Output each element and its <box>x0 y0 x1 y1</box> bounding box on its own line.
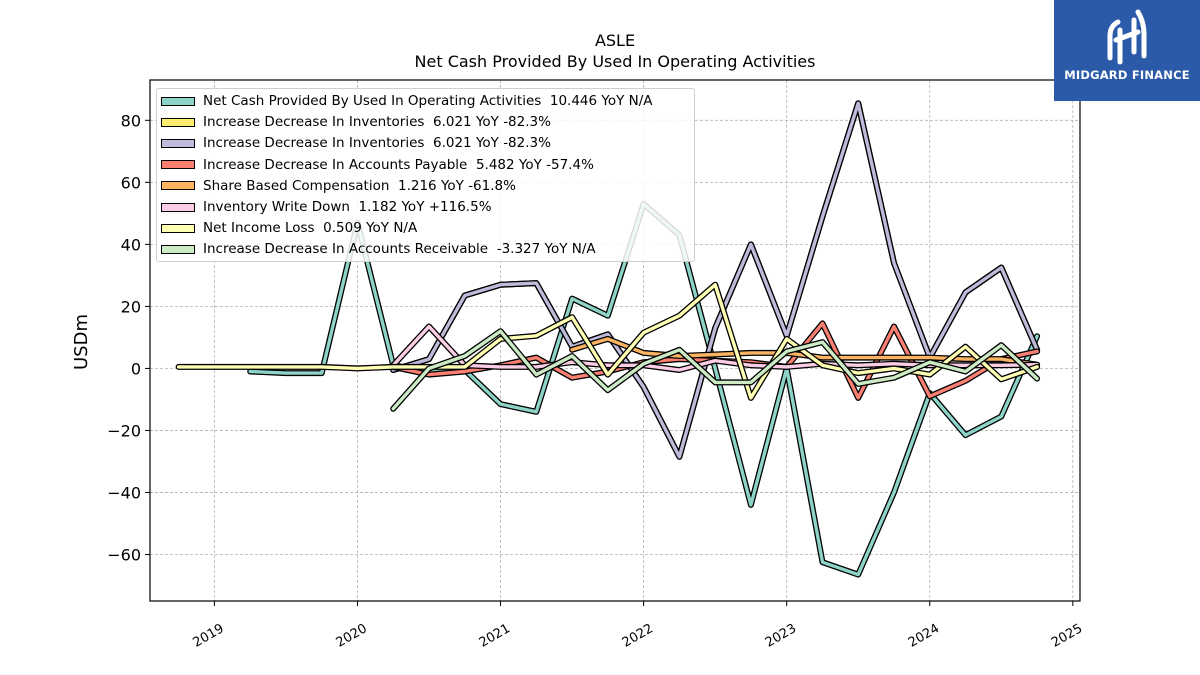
legend-item: Net Income Loss 0.509 YoY N/A <box>161 218 417 238</box>
legend-swatch <box>161 181 195 191</box>
logo-text: MIDGARD FINANCE <box>1064 68 1190 82</box>
y-axis-label: USDm <box>71 314 92 370</box>
legend-swatch <box>161 160 195 170</box>
y-tick-label: 20 <box>121 297 141 316</box>
legend-label: Increase Decrease In Accounts Receivable… <box>203 241 596 258</box>
chart-legend: Net Cash Provided By Used In Operating A… <box>156 88 695 262</box>
x-tick-label: 2024 <box>906 621 942 651</box>
legend-item: Increase Decrease In Accounts Receivable… <box>161 239 596 259</box>
legend-label: Net Income Loss 0.509 YoY N/A <box>203 220 418 237</box>
x-tick-label: 2019 <box>191 621 227 651</box>
y-tick-label: 40 <box>121 235 141 254</box>
series-line <box>175 281 1041 401</box>
midgard-finance-logo: MIDGARD FINANCE <box>1054 0 1200 101</box>
x-tick-label: 2021 <box>477 621 513 651</box>
legend-label: Inventory Write Down 1.182 YoY +116.5% <box>203 199 492 215</box>
series-layer <box>175 100 1041 578</box>
x-tick-label: 2023 <box>763 621 799 651</box>
legend-swatch <box>161 223 195 233</box>
y-tick-label: −60 <box>107 545 141 564</box>
plot-frame <box>149 79 1081 602</box>
legend-item: Inventory Write Down 1.182 YoY +116.5% <box>161 197 492 217</box>
legend-item: Increase Decrease In Inventories 6.021 Y… <box>161 133 551 153</box>
y-tick-label: 80 <box>121 111 141 130</box>
legend-label: Share Based Compensation 1.216 YoY -61.8… <box>203 177 516 194</box>
legend-item: Increase Decrease In Accounts Payable 5.… <box>161 155 594 175</box>
legend-item: Increase Decrease In Inventories 6.021 Y… <box>161 112 551 132</box>
legend-swatch <box>161 138 195 148</box>
y-tick-label: −40 <box>107 483 141 502</box>
legend-swatch <box>161 202 195 212</box>
x-tick-label: 2025 <box>1049 621 1085 651</box>
y-tick-label: 60 <box>121 173 141 192</box>
legend-swatch <box>161 117 195 127</box>
y-tick-label: 0 <box>131 359 141 378</box>
legend-label: Increase Decrease In Inventories 6.021 Y… <box>203 135 551 152</box>
y-tick-label: −20 <box>107 421 141 440</box>
legend-swatch <box>161 244 195 254</box>
x-tick-label: 2022 <box>620 621 656 651</box>
legend-item: Net Cash Provided By Used In Operating A… <box>161 91 653 111</box>
series-path <box>176 283 1039 400</box>
chart-subtitle: Net Cash Provided By Used In Operating A… <box>414 52 816 71</box>
legend-label: Increase Decrease In Inventories 6.021 Y… <box>203 114 551 131</box>
series-line <box>390 328 1041 412</box>
legend-swatch <box>161 96 195 106</box>
chart-title: ASLE <box>594 31 636 50</box>
legend-label: Increase Decrease In Accounts Payable 5.… <box>203 156 594 173</box>
series-path <box>391 329 1039 411</box>
legend-label: Net Cash Provided By Used In Operating A… <box>203 93 653 109</box>
x-tick-label: 2020 <box>334 621 370 651</box>
legend-item: Share Based Compensation 1.216 YoY -61.8… <box>161 176 516 196</box>
midgard-logo-icon <box>1107 9 1147 65</box>
